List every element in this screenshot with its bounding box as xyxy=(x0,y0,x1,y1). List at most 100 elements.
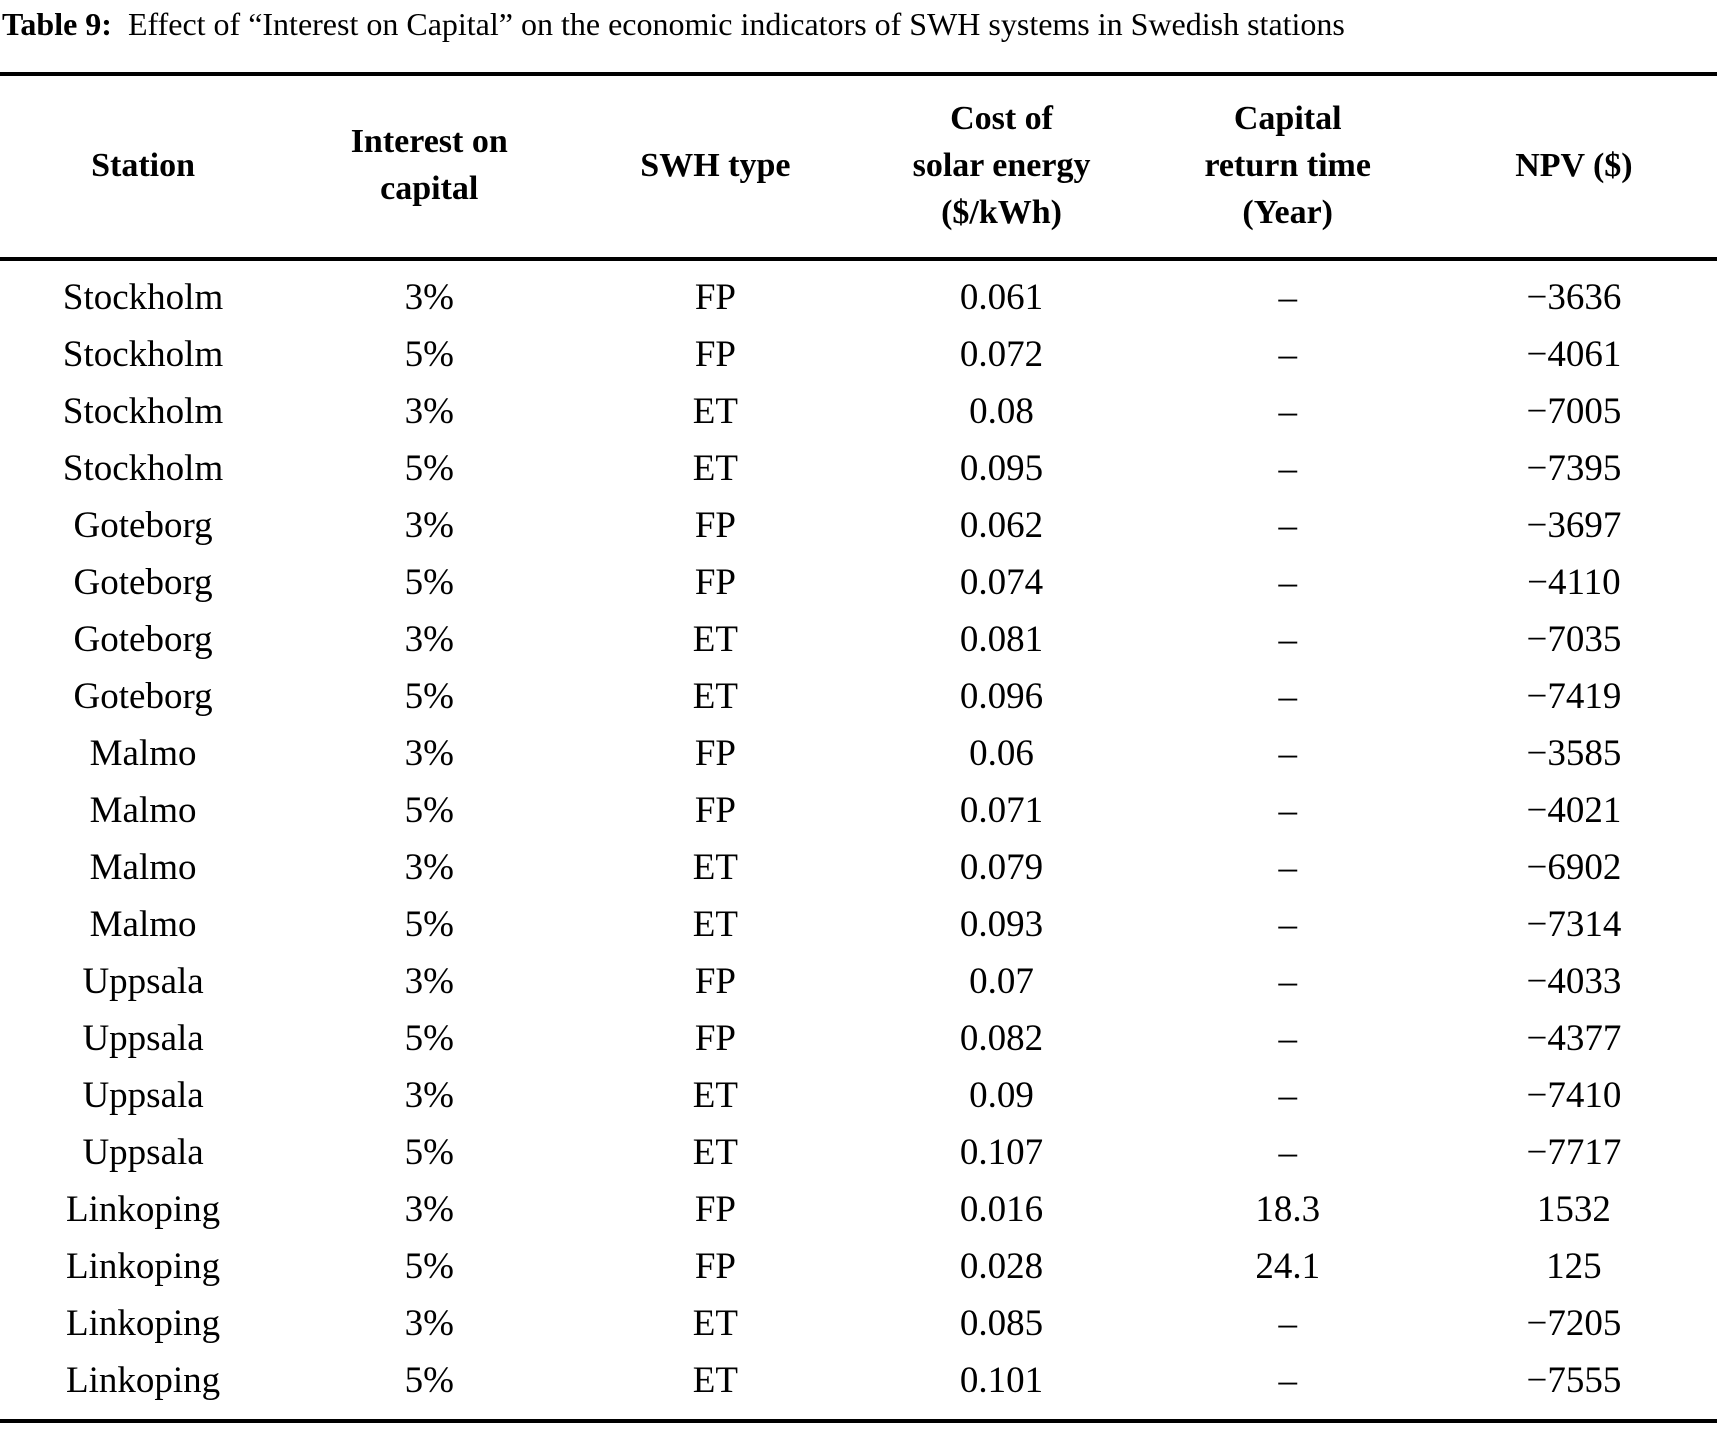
table-cell-station: Stockholm xyxy=(62,276,224,318)
table-row: Uppsala 5% ET 0.107 – −7717 xyxy=(0,1124,1717,1181)
table-cell-station: Uppsala xyxy=(82,1131,204,1173)
table-cell-station: Malmo xyxy=(89,903,197,945)
table-cell-npv: −6902 xyxy=(1526,846,1622,888)
table-cell-capital-return-time: – xyxy=(1278,675,1297,717)
table-cell-capital-return-time: 24.1 xyxy=(1255,1245,1321,1287)
table-cell-interest-on-capital: 5% xyxy=(404,561,454,603)
table-cell-interest-on-capital: 3% xyxy=(404,1302,454,1344)
table-cell-swh-type: FP xyxy=(694,333,736,375)
table-row: Malmo 5% FP 0.071 – −4021 xyxy=(0,782,1717,839)
table-cell-cost-of-solar-energy: 0.101 xyxy=(959,1359,1044,1401)
economic-indicators-table: Station Interest on capital SWH type Cost of… xyxy=(0,72,1717,1423)
table-caption-text: Effect of “Interest on Capital” on the e… xyxy=(127,6,1345,42)
table-row: Linkoping 5% FP 0.028 24.1 125 xyxy=(0,1238,1717,1295)
table-cell-station: Goteborg xyxy=(73,504,213,546)
table-cell-swh-type: FP xyxy=(694,1245,736,1287)
table-cell-capital-return-time: – xyxy=(1278,960,1297,1002)
table-cell-capital-return-time: – xyxy=(1278,732,1297,774)
col-header-line: capital xyxy=(380,170,479,208)
table-row: Stockholm 5% FP 0.072 – −4061 xyxy=(0,326,1717,383)
col-header-station: Station xyxy=(0,72,287,261)
table-cell-cost-of-solar-energy: 0.085 xyxy=(959,1302,1044,1344)
table-cell-swh-type: FP xyxy=(694,276,736,318)
table-cell-npv: −4377 xyxy=(1526,1017,1622,1059)
table-cell-capital-return-time: – xyxy=(1278,561,1297,603)
table-cell-cost-of-solar-energy: 0.062 xyxy=(959,504,1044,546)
table-cell-station: Uppsala xyxy=(82,1017,204,1059)
table-cell-swh-type: ET xyxy=(692,1131,738,1173)
col-header-capital-return-time: Capital return time (Year) xyxy=(1144,72,1431,261)
table-row: Stockholm 3% FP 0.061 – −3636 xyxy=(0,259,1717,326)
col-header-line: Cost of xyxy=(950,100,1054,137)
table-cell-interest-on-capital: 3% xyxy=(404,504,454,546)
table-cell-station: Linkoping xyxy=(65,1302,221,1344)
col-header-line: Capital xyxy=(1233,100,1342,137)
table-cell-capital-return-time: – xyxy=(1278,1302,1297,1344)
table-cell-capital-return-time: – xyxy=(1278,1131,1297,1173)
table-cell-interest-on-capital: 3% xyxy=(404,390,454,432)
table-cell-cost-of-solar-energy: 0.107 xyxy=(959,1131,1044,1173)
table-cell-interest-on-capital: 5% xyxy=(404,447,454,489)
table-cell-station: Linkoping xyxy=(65,1188,221,1230)
table-cell-swh-type: ET xyxy=(692,846,738,888)
table-cell-interest-on-capital: 3% xyxy=(404,276,454,318)
col-header-interest-on-capital: Interest on capital xyxy=(286,72,573,261)
table-row: Goteborg 5% FP 0.074 – −4110 xyxy=(0,554,1717,611)
table-cell-capital-return-time: – xyxy=(1278,390,1297,432)
table-cell-swh-type: ET xyxy=(692,1359,738,1401)
table-cell-swh-type: FP xyxy=(694,789,736,831)
table-cell-swh-type: FP xyxy=(694,960,736,1002)
table-cell-interest-on-capital: 5% xyxy=(404,1245,454,1287)
table-cell-station: Linkoping xyxy=(65,1245,221,1287)
table-cell-swh-type: ET xyxy=(692,618,738,660)
table-cell-station: Linkoping xyxy=(65,1359,221,1401)
table-caption: Table 9: Effect of “Interest on Capital”… xyxy=(0,0,1717,72)
table-cell-swh-type: ET xyxy=(692,390,738,432)
table-cell-station: Malmo xyxy=(89,846,197,888)
table-cell-capital-return-time: – xyxy=(1278,903,1297,945)
table-cell-swh-type: ET xyxy=(692,1302,738,1344)
table-cell-swh-type: FP xyxy=(694,1188,736,1230)
table-caption-label: Table 9: xyxy=(2,6,112,42)
table-cell-npv: −3636 xyxy=(1526,276,1622,318)
table-cell-cost-of-solar-energy: 0.096 xyxy=(959,675,1044,717)
table-row: Goteborg 5% ET 0.096 – −7419 xyxy=(0,668,1717,725)
table-cell-swh-type: FP xyxy=(694,732,736,774)
table-cell-cost-of-solar-energy: 0.079 xyxy=(959,846,1044,888)
table-cell-station: Goteborg xyxy=(73,561,213,603)
table-cell-capital-return-time: 18.3 xyxy=(1255,1188,1321,1230)
col-header-line: ($/kWh) xyxy=(941,193,1062,231)
table-header: Station Interest on capital SWH type Cost of… xyxy=(0,72,1717,261)
table-cell-cost-of-solar-energy: 0.07 xyxy=(969,960,1034,1002)
table-cell-interest-on-capital: 5% xyxy=(404,1131,454,1173)
col-header-line: return time xyxy=(1204,146,1371,184)
table-header-row: Station Interest on capital SWH type Cost of… xyxy=(0,72,1717,261)
table-cell-cost-of-solar-energy: 0.082 xyxy=(959,1017,1044,1059)
table-cell-station: Goteborg xyxy=(73,675,213,717)
table-cell-interest-on-capital: 5% xyxy=(404,903,454,945)
table-cell-cost-of-solar-energy: 0.028 xyxy=(959,1245,1044,1287)
table-cell-swh-type: ET xyxy=(692,447,738,489)
col-header-line: solar energy xyxy=(912,146,1091,184)
table-cell-npv: −7419 xyxy=(1526,675,1622,717)
table-cell-swh-type: ET xyxy=(692,675,738,717)
table-cell-interest-on-capital: 3% xyxy=(404,1188,454,1230)
table-cell-npv: −4061 xyxy=(1526,333,1622,375)
table-cell-npv: 125 xyxy=(1546,1245,1602,1287)
table-cell-npv: −4021 xyxy=(1526,789,1622,831)
table-cell-capital-return-time: – xyxy=(1278,276,1297,318)
table-cell-capital-return-time: – xyxy=(1278,618,1297,660)
table-row: Goteborg 3% FP 0.062 – −3697 xyxy=(0,497,1717,554)
table-cell-cost-of-solar-energy: 0.016 xyxy=(959,1188,1044,1230)
table-cell-npv: −3585 xyxy=(1526,732,1622,774)
table-cell-capital-return-time: – xyxy=(1278,447,1297,489)
table-cell-station: Malmo xyxy=(89,789,197,831)
table-cell-npv: −7035 xyxy=(1526,618,1622,660)
table-row: Uppsala 3% FP 0.07 – −4033 xyxy=(0,953,1717,1010)
table-cell-cost-of-solar-energy: 0.072 xyxy=(959,333,1044,375)
table-cell-swh-type: FP xyxy=(694,1017,736,1059)
table-cell-capital-return-time: – xyxy=(1278,1359,1297,1401)
table-row: Stockholm 3% ET 0.08 – −7005 xyxy=(0,383,1717,440)
table-row: Linkoping 3% ET 0.085 – −7205 xyxy=(0,1295,1717,1352)
